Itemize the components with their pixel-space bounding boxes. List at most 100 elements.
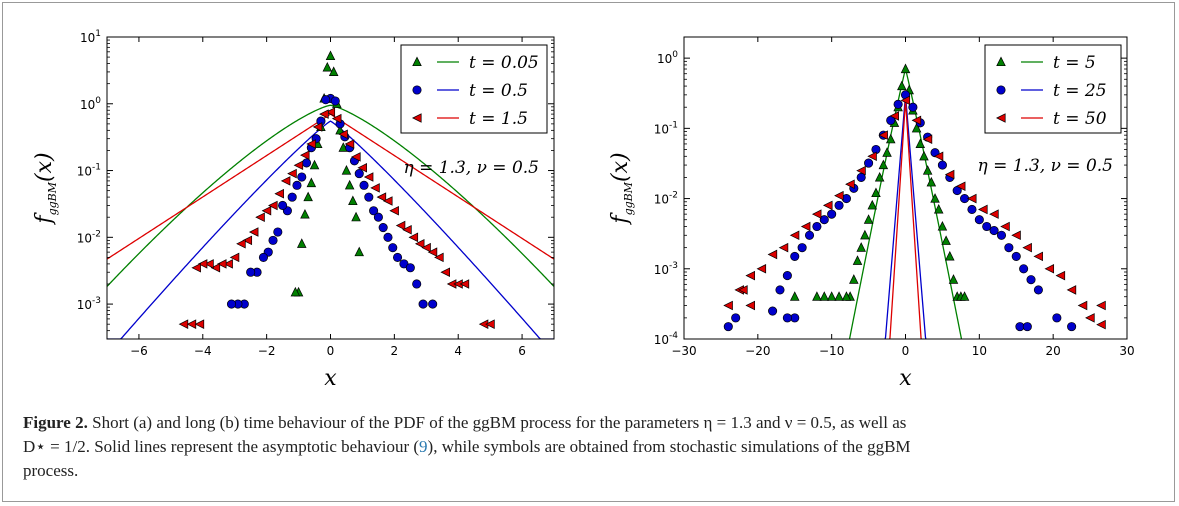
y-tick-exponent: -1 <box>669 120 678 130</box>
data-point <box>344 179 355 190</box>
legend-marker <box>412 85 422 95</box>
x-tick-label: −10 <box>819 344 844 358</box>
y-tick-label: 10-3 <box>654 261 678 277</box>
legend-marker <box>996 85 1006 95</box>
chart-panel-b: −30 −20 −10 0 10 20 3010-410-310-210-1100xfggB… <box>608 36 1135 391</box>
data-point <box>351 211 361 222</box>
data-point <box>236 239 246 249</box>
y-tick-exponent: 1 <box>95 29 101 39</box>
legend: t = 5 t = 25 t = 50 <box>984 44 1122 134</box>
data-point <box>852 255 863 265</box>
data-point <box>1066 285 1077 295</box>
data-point <box>911 122 922 133</box>
legend-label-2: t = 25 <box>1053 81 1107 101</box>
data-point <box>768 306 778 316</box>
legend-marker <box>996 113 1006 123</box>
legend-marker <box>412 113 422 123</box>
data-point <box>226 299 237 309</box>
data-point <box>292 180 302 190</box>
y-tick-label: 101 <box>80 29 101 45</box>
data-point <box>1055 270 1066 281</box>
data-point <box>989 226 999 236</box>
caption-line-2: D⋆ = 1/2. Solid lines represent the asym… <box>23 435 1158 459</box>
data-point <box>278 200 288 211</box>
data-point <box>1077 300 1088 311</box>
data-point <box>845 179 855 190</box>
x-tick-label: −20 <box>745 344 770 358</box>
data-point <box>849 274 859 284</box>
data-point <box>191 262 201 273</box>
data-point <box>819 215 829 225</box>
x-axis-label: x <box>899 366 912 391</box>
y-tick-exponent: -2 <box>92 229 101 239</box>
x-tick-label: 30 <box>1119 344 1134 358</box>
data-point <box>822 200 833 211</box>
data-point <box>959 291 970 301</box>
y-tick-label: 10-1 <box>77 163 101 179</box>
data-point <box>882 147 892 157</box>
data-point <box>369 206 379 216</box>
data-point <box>1011 251 1021 261</box>
legend-box <box>984 44 1122 134</box>
data-point <box>723 300 733 311</box>
data-point <box>402 224 412 235</box>
data-point <box>248 227 259 237</box>
y-axis-label: fggBM(x) <box>608 152 635 225</box>
y-tick-base: 10 <box>77 231 92 245</box>
data-point <box>915 138 926 148</box>
data-point <box>945 250 955 261</box>
data-point <box>325 50 336 61</box>
parameter-annotation: η = 1.3, ν = 0.5 <box>977 156 1113 176</box>
data-point <box>856 172 866 182</box>
caption-line-3: process. <box>23 459 1158 483</box>
data-point <box>229 252 240 263</box>
data-point <box>414 239 425 249</box>
data-point <box>974 215 984 225</box>
data-point <box>723 322 733 332</box>
legend-label-2: t = 0.5 <box>469 81 528 101</box>
legend-box <box>400 44 548 134</box>
data-point <box>303 191 313 202</box>
data-point <box>427 247 438 257</box>
data-point <box>745 270 756 281</box>
y-tick-base: 10 <box>654 122 669 136</box>
y-label-arg: (x) <box>32 152 57 182</box>
data-point <box>834 200 844 210</box>
data-point <box>778 242 789 253</box>
data-point <box>811 209 822 219</box>
legend-marker <box>996 56 1006 67</box>
data-point <box>246 267 256 277</box>
caption-text-1: Short (a) and long (b) time behaviour of… <box>87 413 907 432</box>
y-tick-label: 100 <box>657 50 678 66</box>
series-3-markers <box>723 95 1106 330</box>
data-point <box>242 235 253 246</box>
caption-equation-link[interactable]: 9 <box>419 437 428 456</box>
data-point <box>204 259 214 269</box>
y-tick-base: 10 <box>657 52 672 66</box>
data-point <box>287 168 297 179</box>
data-point <box>418 299 428 309</box>
data-point <box>392 252 403 262</box>
data-point <box>897 80 907 91</box>
data-point <box>319 109 329 119</box>
x-tick-label: 2 <box>391 344 399 358</box>
y-tick-base: 10 <box>80 31 95 45</box>
data-point <box>989 209 999 219</box>
x-tick-label: 20 <box>1046 344 1061 358</box>
x-tick-label: −4 <box>194 344 212 358</box>
data-point <box>1096 319 1106 330</box>
y-tick-base: 10 <box>654 333 669 347</box>
parameter-annotation: η = 1.3, ν = 0.5 <box>403 158 539 178</box>
data-point <box>297 172 307 182</box>
data-point <box>273 227 283 237</box>
data-point <box>731 313 741 323</box>
data-point <box>900 63 911 74</box>
data-point <box>186 319 197 329</box>
y-tick-base: 10 <box>77 165 92 179</box>
data-point <box>996 230 1007 240</box>
data-point <box>1022 322 1032 332</box>
data-point <box>1026 275 1036 285</box>
